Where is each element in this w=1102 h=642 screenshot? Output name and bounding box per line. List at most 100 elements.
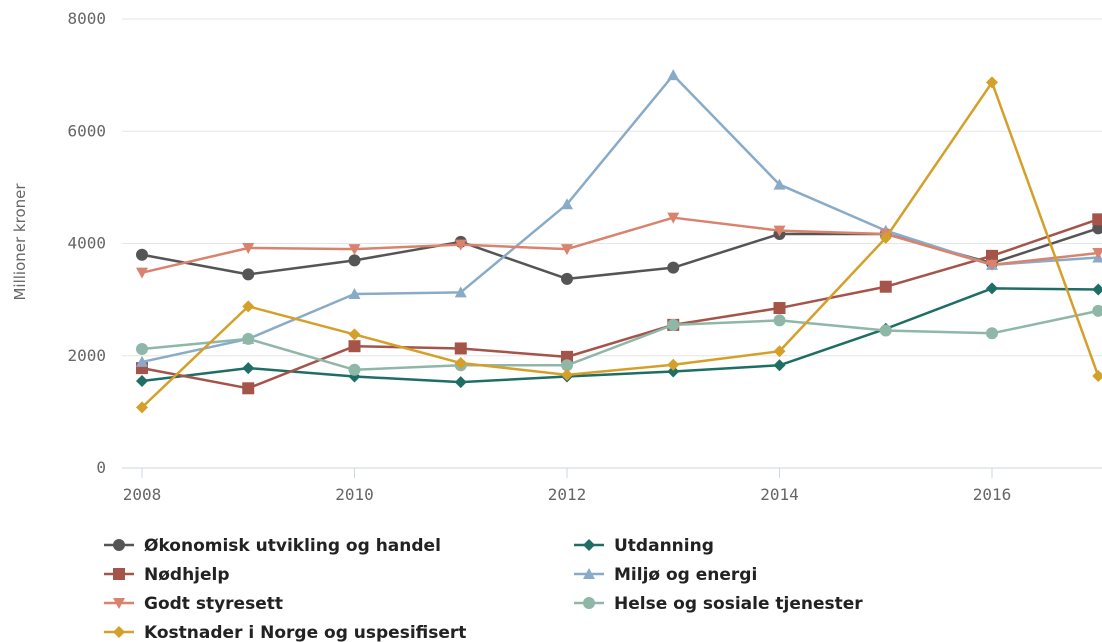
data-point[interactable] — [986, 249, 998, 262]
series-line — [141, 216, 1099, 274]
legend-item[interactable]: Miljø og energi — [574, 565, 757, 585]
data-point[interactable] — [454, 286, 467, 298]
series-line — [141, 218, 1099, 390]
data-point[interactable] — [136, 267, 148, 279]
legend-label: Utdanning — [614, 536, 714, 556]
data-point[interactable] — [242, 268, 255, 281]
data-point[interactable] — [136, 375, 148, 388]
legend-label: Kostnader i Norge og uspesifisert — [144, 623, 466, 642]
data-point[interactable] — [1092, 248, 1102, 260]
data-point[interactable] — [561, 272, 573, 285]
data-point[interactable] — [773, 225, 786, 237]
series-4 — [136, 69, 1102, 367]
y-tick-label: 2000 — [67, 346, 106, 365]
data-point[interactable] — [242, 382, 255, 395]
series-6 — [136, 304, 1102, 376]
data-point[interactable] — [242, 300, 255, 313]
legend-symbol[interactable] — [113, 568, 125, 580]
data-point[interactable] — [242, 242, 255, 254]
y-tick-label: 0 — [96, 458, 106, 477]
data-point[interactable] — [773, 345, 786, 358]
data-point[interactable] — [242, 332, 255, 345]
data-point[interactable] — [348, 244, 361, 256]
data-point[interactable] — [986, 282, 998, 295]
data-point[interactable] — [667, 365, 680, 378]
grid-lines — [122, 18, 1102, 357]
data-point[interactable] — [773, 359, 786, 372]
data-point[interactable] — [561, 244, 573, 256]
data-point[interactable] — [1092, 304, 1102, 317]
legend-item[interactable]: Kostnader i Norge og uspesifisert — [104, 623, 466, 642]
data-point[interactable] — [667, 69, 680, 81]
legend-item[interactable]: Utdanning — [574, 536, 714, 556]
y-tick-label: 4000 — [67, 234, 106, 253]
data-point[interactable] — [773, 314, 786, 327]
data-point[interactable] — [348, 363, 361, 376]
legend-symbol[interactable] — [113, 539, 125, 551]
legend-label: Miljø og energi — [614, 565, 757, 585]
data-point[interactable] — [986, 259, 998, 271]
legend-label: Godt styresett — [144, 594, 283, 614]
data-point[interactable] — [348, 328, 361, 341]
legend: Økonomisk utvikling og handel Utdanning Nø… — [104, 536, 863, 642]
data-point[interactable] — [561, 368, 573, 381]
legend-item[interactable]: Nødhjelp — [104, 565, 230, 585]
series-3 — [136, 213, 1102, 395]
data-point[interactable] — [773, 178, 786, 190]
series-line — [141, 309, 1099, 372]
y-tick-label: 6000 — [67, 121, 106, 140]
x-axis: 2008 2010 2012 2014 2016 — [122, 467, 1102, 504]
x-tick-label: 2014 — [760, 485, 799, 504]
legend-symbol[interactable] — [113, 598, 125, 609]
data-point[interactable] — [561, 350, 573, 363]
data-point[interactable] — [667, 261, 680, 274]
x-tick-label: 2010 — [335, 485, 374, 504]
data-point[interactable] — [136, 343, 148, 356]
x-tick-label: 2012 — [548, 485, 587, 504]
legend-symbol[interactable] — [583, 539, 595, 551]
series-line — [141, 73, 1099, 364]
data-point[interactable] — [986, 327, 998, 340]
data-point[interactable] — [348, 288, 361, 300]
data-point[interactable] — [879, 324, 892, 337]
x-tick-label: 2008 — [123, 485, 162, 504]
data-point[interactable] — [454, 239, 467, 251]
legend-item[interactable]: Helse og sosiale tjenester — [574, 594, 863, 614]
legend-item[interactable]: Økonomisk utvikling og handel — [104, 536, 441, 556]
legend-label: Nødhjelp — [144, 565, 230, 585]
data-point[interactable] — [1092, 213, 1102, 226]
y-axis-ticks: 0 2000 4000 6000 8000 — [67, 9, 106, 477]
series-7 — [136, 76, 1102, 414]
data-point[interactable] — [136, 355, 148, 367]
legend-label: Økonomisk utvikling og handel — [144, 536, 441, 556]
data-point[interactable] — [773, 302, 786, 315]
data-point[interactable] — [667, 318, 680, 331]
legend-symbol[interactable] — [583, 597, 595, 609]
data-point[interactable] — [454, 357, 467, 370]
series-line — [141, 287, 1099, 384]
data-point[interactable] — [454, 376, 467, 389]
series-lines — [136, 69, 1102, 414]
data-point[interactable] — [348, 340, 361, 353]
data-point[interactable] — [879, 231, 892, 244]
data-point[interactable] — [561, 359, 573, 372]
data-point[interactable] — [1092, 283, 1102, 296]
y-axis-title: Millioner kroner — [11, 183, 29, 301]
data-point[interactable] — [1092, 369, 1102, 382]
data-point[interactable] — [136, 248, 148, 261]
legend-item[interactable]: Godt styresett — [104, 594, 283, 614]
data-point[interactable] — [879, 280, 892, 293]
legend-symbol[interactable] — [113, 626, 125, 638]
legend-symbol[interactable] — [583, 568, 595, 579]
data-point[interactable] — [136, 401, 148, 414]
data-point[interactable] — [667, 212, 680, 224]
data-point[interactable] — [667, 358, 680, 371]
data-point[interactable] — [454, 342, 467, 355]
data-point[interactable] — [561, 198, 573, 210]
legend-label: Helse og sosiale tjenester — [614, 594, 863, 614]
data-point[interactable] — [242, 362, 255, 375]
data-point[interactable] — [348, 254, 361, 267]
series-2 — [136, 282, 1102, 389]
data-point[interactable] — [986, 76, 998, 89]
